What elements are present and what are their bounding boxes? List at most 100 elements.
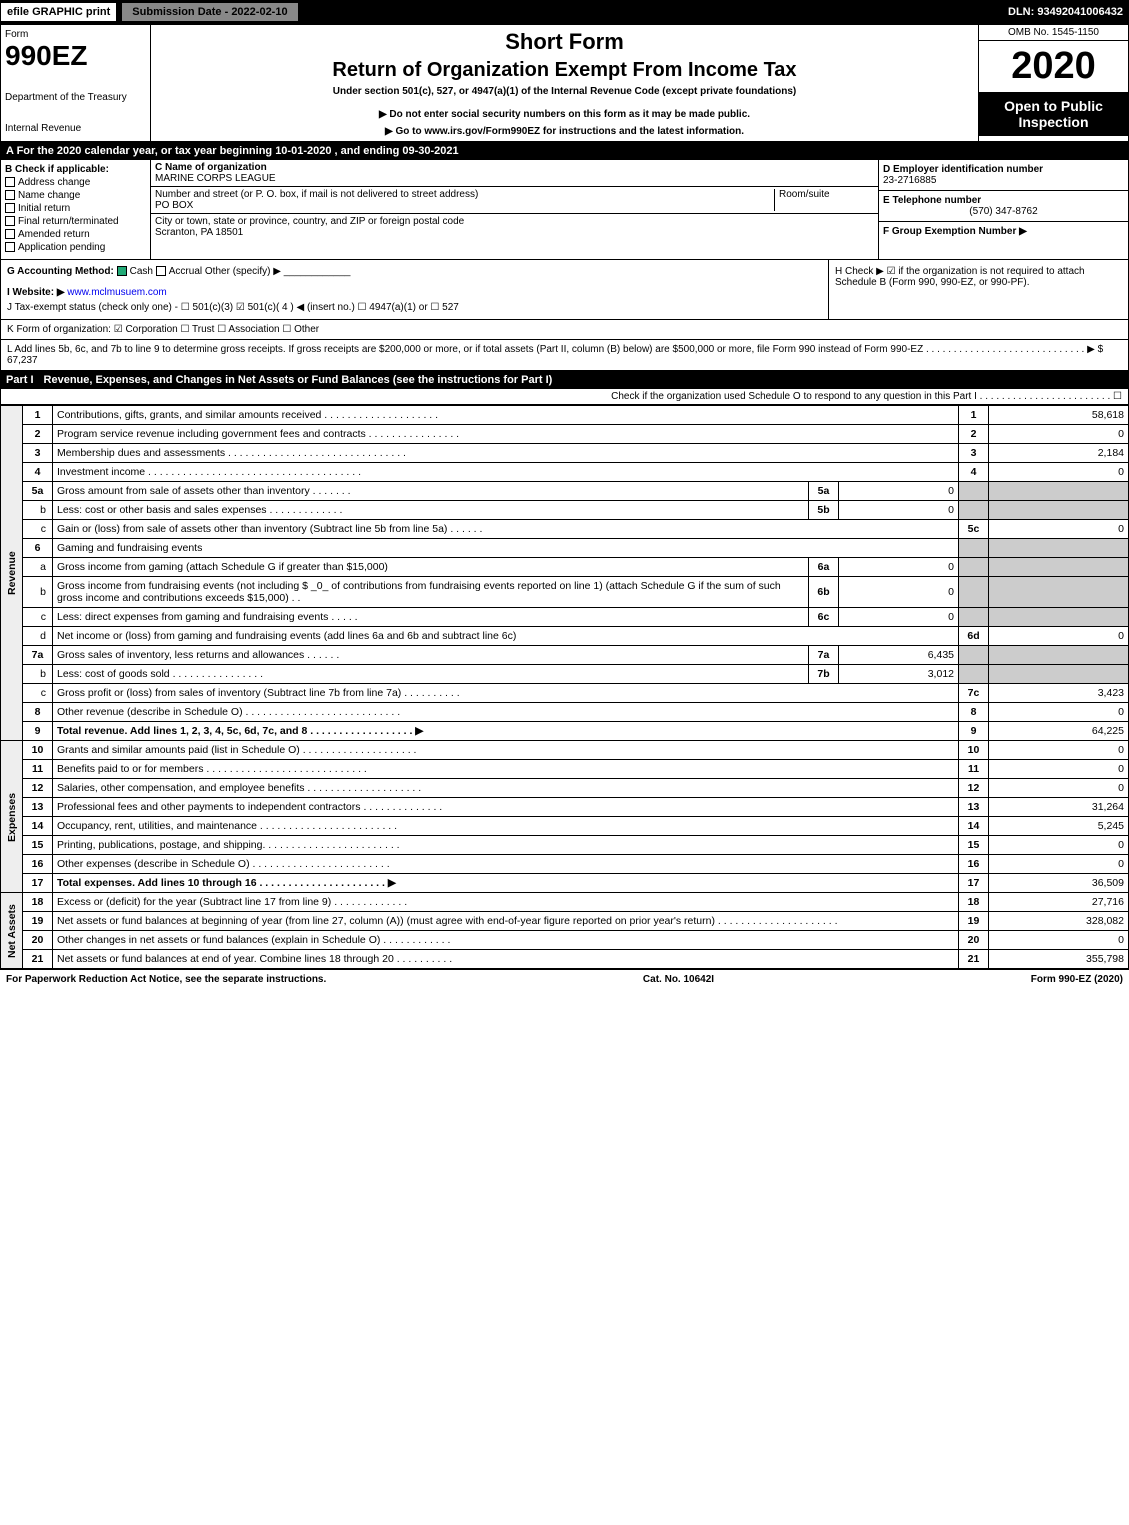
irs-label: Internal Revenue <box>5 123 146 134</box>
city-label: City or town, state or province, country… <box>155 216 464 227</box>
line-6: 6Gaming and fundraising events <box>1 539 1129 558</box>
efile-print-label[interactable]: efile GRAPHIC print <box>0 2 117 22</box>
header-right: OMB No. 1545-1150 2020 Open to Public In… <box>978 25 1128 141</box>
omb-number: OMB No. 1545-1150 <box>979 25 1128 41</box>
line-15: 15Printing, publications, postage, and s… <box>1 836 1129 855</box>
revenue-side-label: Revenue <box>1 406 23 741</box>
line-7b: bLess: cost of goods sold . . . . . . . … <box>1 665 1129 684</box>
line-21: 21Net assets or fund balances at end of … <box>1 950 1129 969</box>
g-label: G Accounting Method: <box>7 266 114 277</box>
org-name: MARINE CORPS LEAGUE <box>155 173 276 184</box>
line-5c: cGain or (loss) from sale of assets othe… <box>1 520 1129 539</box>
e-phone: E Telephone number (570) 347-8762 <box>879 191 1128 222</box>
dept-treasury: Department of the Treasury <box>5 92 146 103</box>
section-c: C Name of organization MARINE CORPS LEAG… <box>151 160 878 259</box>
line-2: 2Program service revenue including gover… <box>1 425 1129 444</box>
line-1: Revenue 1 Contributions, gifts, grants, … <box>1 406 1129 425</box>
header-mid: Short Form Return of Organization Exempt… <box>151 25 978 141</box>
ssn-note: ▶ Do not enter social security numbers o… <box>155 109 974 120</box>
chk-name[interactable]: Name change <box>5 190 146 201</box>
part1-table: Revenue 1 Contributions, gifts, grants, … <box>0 405 1129 969</box>
f-label: F Group Exemption Number ▶ <box>883 226 1027 237</box>
d-value: 23-2716885 <box>883 175 1124 186</box>
line-9: 9Total revenue. Add lines 1, 2, 3, 4, 5c… <box>1 722 1129 741</box>
i-label: I Website: ▶ <box>7 287 65 298</box>
g-other: Other (specify) ▶ <box>205 266 281 277</box>
street-row: Number and street (or P. O. box, if mail… <box>151 187 878 214</box>
line-18: Net Assets 18Excess or (deficit) for the… <box>1 893 1129 912</box>
open-inspection: Open to Public Inspection <box>979 92 1128 136</box>
footer-left: For Paperwork Reduction Act Notice, see … <box>6 974 326 985</box>
expenses-side-label: Expenses <box>1 741 23 893</box>
form-number: 990EZ <box>5 40 146 72</box>
page-footer: For Paperwork Reduction Act Notice, see … <box>0 969 1129 989</box>
part1-check: Check if the organization used Schedule … <box>0 389 1129 405</box>
chk-address[interactable]: Address change <box>5 177 146 188</box>
line-12: 12Salaries, other compensation, and empl… <box>1 779 1129 798</box>
city-value: Scranton, PA 18501 <box>155 227 464 238</box>
street-value: PO BOX <box>155 200 774 211</box>
chk-amended[interactable]: Amended return <box>5 229 146 240</box>
chk-pending[interactable]: Application pending <box>5 242 146 253</box>
section-b: B Check if applicable: Address change Na… <box>1 160 151 259</box>
l-gross-receipts: L Add lines 5b, 6c, and 7b to line 9 to … <box>0 340 1129 371</box>
gh-block: G Accounting Method: Cash Accrual Other … <box>0 260 1129 320</box>
line-19: 19Net assets or fund balances at beginni… <box>1 912 1129 931</box>
short-form-title: Short Form <box>155 29 974 55</box>
header-left: Form 990EZ Department of the Treasury In… <box>1 25 151 141</box>
room-suite: Room/suite <box>774 189 874 211</box>
line-6c: cLess: direct expenses from gaming and f… <box>1 608 1129 627</box>
chk-accrual-icon[interactable] <box>156 266 166 276</box>
street-label: Number and street (or P. O. box, if mail… <box>155 189 774 200</box>
line-6a: aGross income from gaming (attach Schedu… <box>1 558 1129 577</box>
b-title: B Check if applicable: <box>5 164 146 175</box>
line-5b: bLess: cost or other basis and sales exp… <box>1 501 1129 520</box>
g-cash: Cash <box>130 266 153 277</box>
footer-mid: Cat. No. 10642I <box>643 974 714 985</box>
k-form-org: K Form of organization: ☑ Corporation ☐ … <box>0 320 1129 340</box>
j-tax-status: J Tax-exempt status (check only one) - ☐… <box>7 302 822 313</box>
section-a-period: A For the 2020 calendar year, or tax yea… <box>0 142 1129 160</box>
under-section: Under section 501(c), 527, or 4947(a)(1)… <box>155 86 974 97</box>
line-6b: bGross income from fundraising events (n… <box>1 577 1129 608</box>
line-16: 16Other expenses (describe in Schedule O… <box>1 855 1129 874</box>
line-6d: dNet income or (loss) from gaming and fu… <box>1 627 1129 646</box>
g-accrual: Accrual <box>169 266 202 277</box>
line-10: Expenses 10Grants and similar amounts pa… <box>1 741 1129 760</box>
line-20: 20Other changes in net assets or fund ba… <box>1 931 1129 950</box>
tax-year: 2020 <box>979 41 1128 92</box>
org-name-row: C Name of organization MARINE CORPS LEAG… <box>151 160 878 187</box>
line-7a: 7aGross sales of inventory, less returns… <box>1 646 1129 665</box>
line-13: 13Professional fees and other payments t… <box>1 798 1129 817</box>
chk-final[interactable]: Final return/terminated <box>5 216 146 227</box>
part1-title: Revenue, Expenses, and Changes in Net As… <box>44 374 553 386</box>
part1-label: Part I <box>6 374 34 386</box>
g-accounting: G Accounting Method: Cash Accrual Other … <box>1 260 828 319</box>
e-label: E Telephone number <box>883 195 1124 206</box>
return-title: Return of Organization Exempt From Incom… <box>155 59 974 82</box>
netassets-side-label: Net Assets <box>1 893 23 969</box>
line-17: 17Total expenses. Add lines 10 through 1… <box>1 874 1129 893</box>
goto-text: ▶ Go to www.irs.gov/Form990EZ for instru… <box>385 126 744 137</box>
chk-initial[interactable]: Initial return <box>5 203 146 214</box>
website-link[interactable]: www.mclmusuem.com <box>67 287 166 298</box>
d-ein: D Employer identification number 23-2716… <box>879 160 1128 191</box>
city-row: City or town, state or province, country… <box>151 214 878 240</box>
line-7c: cGross profit or (loss) from sales of in… <box>1 684 1129 703</box>
e-value: (570) 347-8762 <box>883 206 1124 217</box>
info-block: B Check if applicable: Address change Na… <box>0 160 1129 260</box>
part1-header: Part I Revenue, Expenses, and Changes in… <box>0 371 1129 389</box>
h-check: H Check ▶ ☑ if the organization is not r… <box>828 260 1128 319</box>
chk-cash-icon[interactable] <box>117 266 127 276</box>
submission-date: Submission Date - 2022-02-10 <box>121 2 298 22</box>
footer-right: Form 990-EZ (2020) <box>1031 974 1123 985</box>
line-14: 14Occupancy, rent, utilities, and mainte… <box>1 817 1129 836</box>
f-group: F Group Exemption Number ▶ <box>879 222 1128 241</box>
form-label: Form <box>5 29 146 40</box>
top-bar: efile GRAPHIC print Submission Date - 20… <box>0 0 1129 24</box>
line-4: 4Investment income . . . . . . . . . . .… <box>1 463 1129 482</box>
form-header: Form 990EZ Department of the Treasury In… <box>0 24 1129 142</box>
goto-link[interactable]: ▶ Go to www.irs.gov/Form990EZ for instru… <box>155 126 974 137</box>
line-11: 11Benefits paid to or for members . . . … <box>1 760 1129 779</box>
section-def: D Employer identification number 23-2716… <box>878 160 1128 259</box>
